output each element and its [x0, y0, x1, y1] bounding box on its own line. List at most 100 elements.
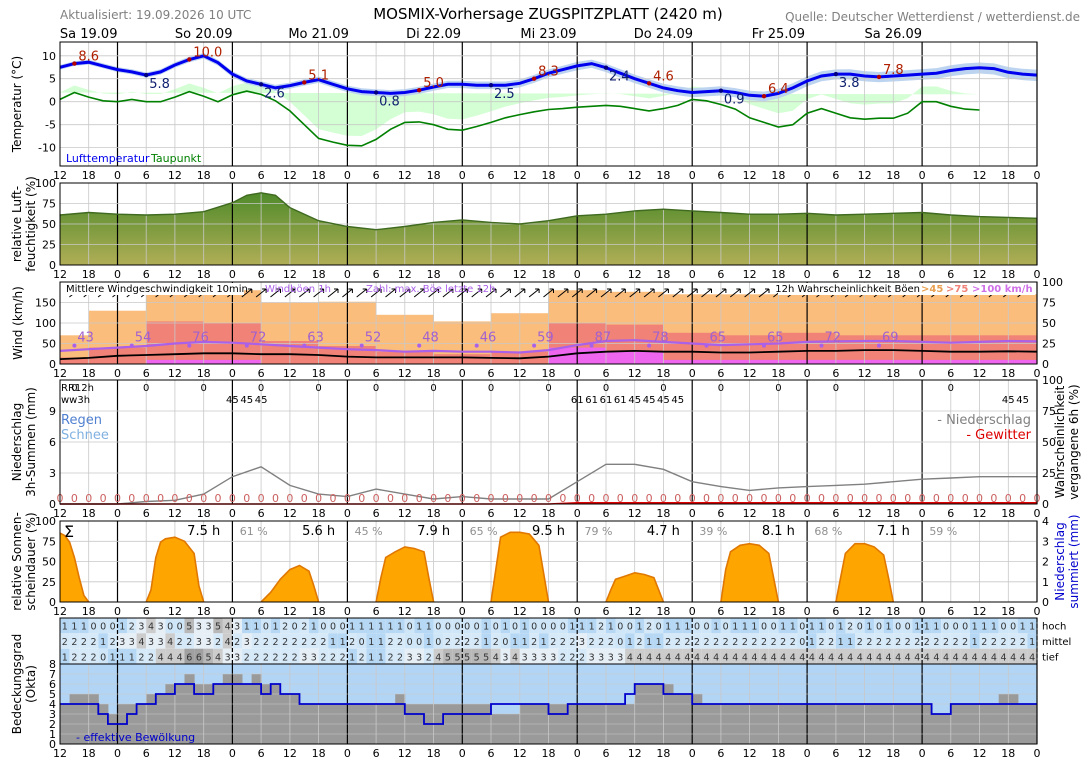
cloud-layer-cell: [299, 633, 310, 649]
ww3h-value: 45: [1002, 395, 1015, 406]
hour-tick-label: 6: [373, 268, 380, 281]
gust-max-marker: [647, 343, 652, 348]
hour-tick-label: 6: [717, 605, 724, 618]
cloud-layer-value: 1: [838, 622, 844, 633]
cloud-layer-value: 1: [684, 622, 690, 633]
hour-tick-label: 18: [886, 507, 900, 520]
cloud-layer-value: 0: [416, 637, 422, 648]
cloud-layer-value: 1: [483, 637, 489, 648]
hour-tick-label: 6: [488, 169, 495, 182]
hour-tick-label: 6: [947, 268, 954, 281]
precip-3h-value: 0: [890, 492, 897, 505]
max-temp-marker: [72, 61, 77, 66]
sunshine-edge: [145, 536, 205, 603]
cloud-layer-cell: [625, 633, 635, 649]
cloud-layer-cell: [337, 648, 348, 664]
cloud-layer-cell: [299, 618, 310, 634]
cloud-layer-cell: [1027, 648, 1037, 664]
precip-3h-value: 0: [315, 492, 322, 505]
sunshine-percent: 65 %: [470, 525, 498, 538]
cloud-layer-value: 1: [675, 622, 681, 633]
cloud-layer-value: 1: [847, 637, 853, 648]
cloud-layer-value: 0: [694, 622, 700, 633]
precip-3h-value: 0: [200, 492, 207, 505]
cloud-layer-cell: [529, 648, 539, 664]
precip-3h-value: 0: [286, 492, 293, 505]
cloud-layer-value: 1: [1020, 622, 1026, 633]
rr12h-value: 0: [775, 383, 781, 394]
cloud-layer-value: 0: [435, 622, 441, 633]
hour-tick-label: 6: [143, 747, 150, 760]
cloud-layer-value: 0: [435, 637, 441, 648]
hour-tick-label: 12: [53, 747, 67, 760]
cloud-layer-cell: [491, 648, 501, 664]
gust-max-marker: [474, 343, 479, 348]
cloud-layer-cell: [98, 648, 108, 664]
cloud-layer-value: 2: [311, 637, 317, 648]
precip-3h-value: 0: [186, 492, 193, 505]
cloud-cover-bar: [500, 714, 511, 744]
cloud-layer-value: 0: [493, 622, 499, 633]
precipitation-right-axis-label-line: Wahrscheinlichkeit: [1053, 385, 1067, 498]
hour-tick-label: 12: [858, 268, 872, 281]
gust-max-marker: [187, 343, 192, 348]
cloud-layer-value: 3: [608, 652, 614, 663]
cloud-layer-cell: [232, 648, 242, 664]
hour-tick-label: 0: [574, 605, 581, 618]
cloud-layer-value: 2: [914, 637, 920, 648]
rr12h-value: 0: [833, 383, 839, 394]
max-temp-marker: [761, 94, 767, 99]
precipitation-right-tick-label: 25: [1042, 467, 1056, 480]
hour-tick-label: 0: [689, 169, 696, 182]
hour-tick-label: 12: [743, 268, 757, 281]
cloud-layer-value: 1: [349, 652, 355, 663]
gust-max-label: 76: [192, 331, 209, 346]
gust-max-marker: [417, 343, 422, 348]
precip-3h-value: 0: [660, 492, 667, 505]
cloud-layer-value: 0: [263, 622, 269, 633]
max-temp-label: 8.3: [538, 65, 559, 80]
max-temp-marker: [417, 88, 422, 93]
cloud-layer-value: 2: [991, 637, 997, 648]
cloud-layer-value: 2: [684, 637, 690, 648]
min-temp-label: 0.8: [379, 95, 400, 110]
cloud-layer-cell: [107, 633, 118, 649]
cloud-layer-value: 1: [991, 622, 997, 633]
humidity-frame: [59, 182, 1038, 266]
cloud-layer-value: 2: [550, 637, 556, 648]
hour-tick-label: 18: [1001, 169, 1015, 182]
cloud-layer-value: 5: [445, 652, 451, 663]
hour-tick-label: 0: [804, 605, 811, 618]
cloud-layer-value: 4: [656, 652, 662, 663]
cloud-layer-cell: [653, 633, 664, 649]
hour-tick-label: 18: [312, 367, 326, 380]
cloud-layer-value: 2: [598, 622, 604, 633]
cloud-layer-value: 2: [81, 652, 87, 663]
cloud-layer-value: 4: [1010, 652, 1016, 663]
max-temp-label: 5.1: [308, 68, 329, 83]
gust-max-label: 52: [365, 331, 382, 346]
cloud-layer-value: 1: [665, 622, 671, 633]
cloud-layer-cell: [538, 648, 549, 664]
sunshine-area: [606, 572, 664, 602]
cloud-layer-cell: [567, 633, 578, 649]
cloud-layer-cell: [711, 618, 721, 634]
min-temp-marker: [833, 71, 839, 77]
hour-tick-label: 18: [656, 169, 670, 182]
cloud-layer-value: 1: [608, 622, 614, 633]
hour-tick-label: 0: [689, 747, 696, 760]
cloud-layer-cell: [232, 618, 242, 634]
precipitation-tick-label: 6: [49, 436, 56, 449]
cloud-layer-cell: [88, 648, 99, 664]
cloud-layer-cell: [60, 618, 70, 634]
rr12h-value: 0: [603, 383, 609, 394]
cloud-layer-value: 4: [838, 652, 844, 663]
cloud-layer-value: 4: [828, 652, 834, 663]
cloud-layer-value: 1: [502, 622, 508, 633]
cloud-layer-row-label: mittel: [1042, 637, 1071, 648]
hour-tick-label: 0: [1034, 169, 1041, 182]
cloud-layer-value: 1: [972, 637, 978, 648]
cloud-layer-value: 0: [407, 622, 413, 633]
wind-direction-arrow: [413, 288, 425, 298]
hour-tick-label: 12: [283, 367, 297, 380]
